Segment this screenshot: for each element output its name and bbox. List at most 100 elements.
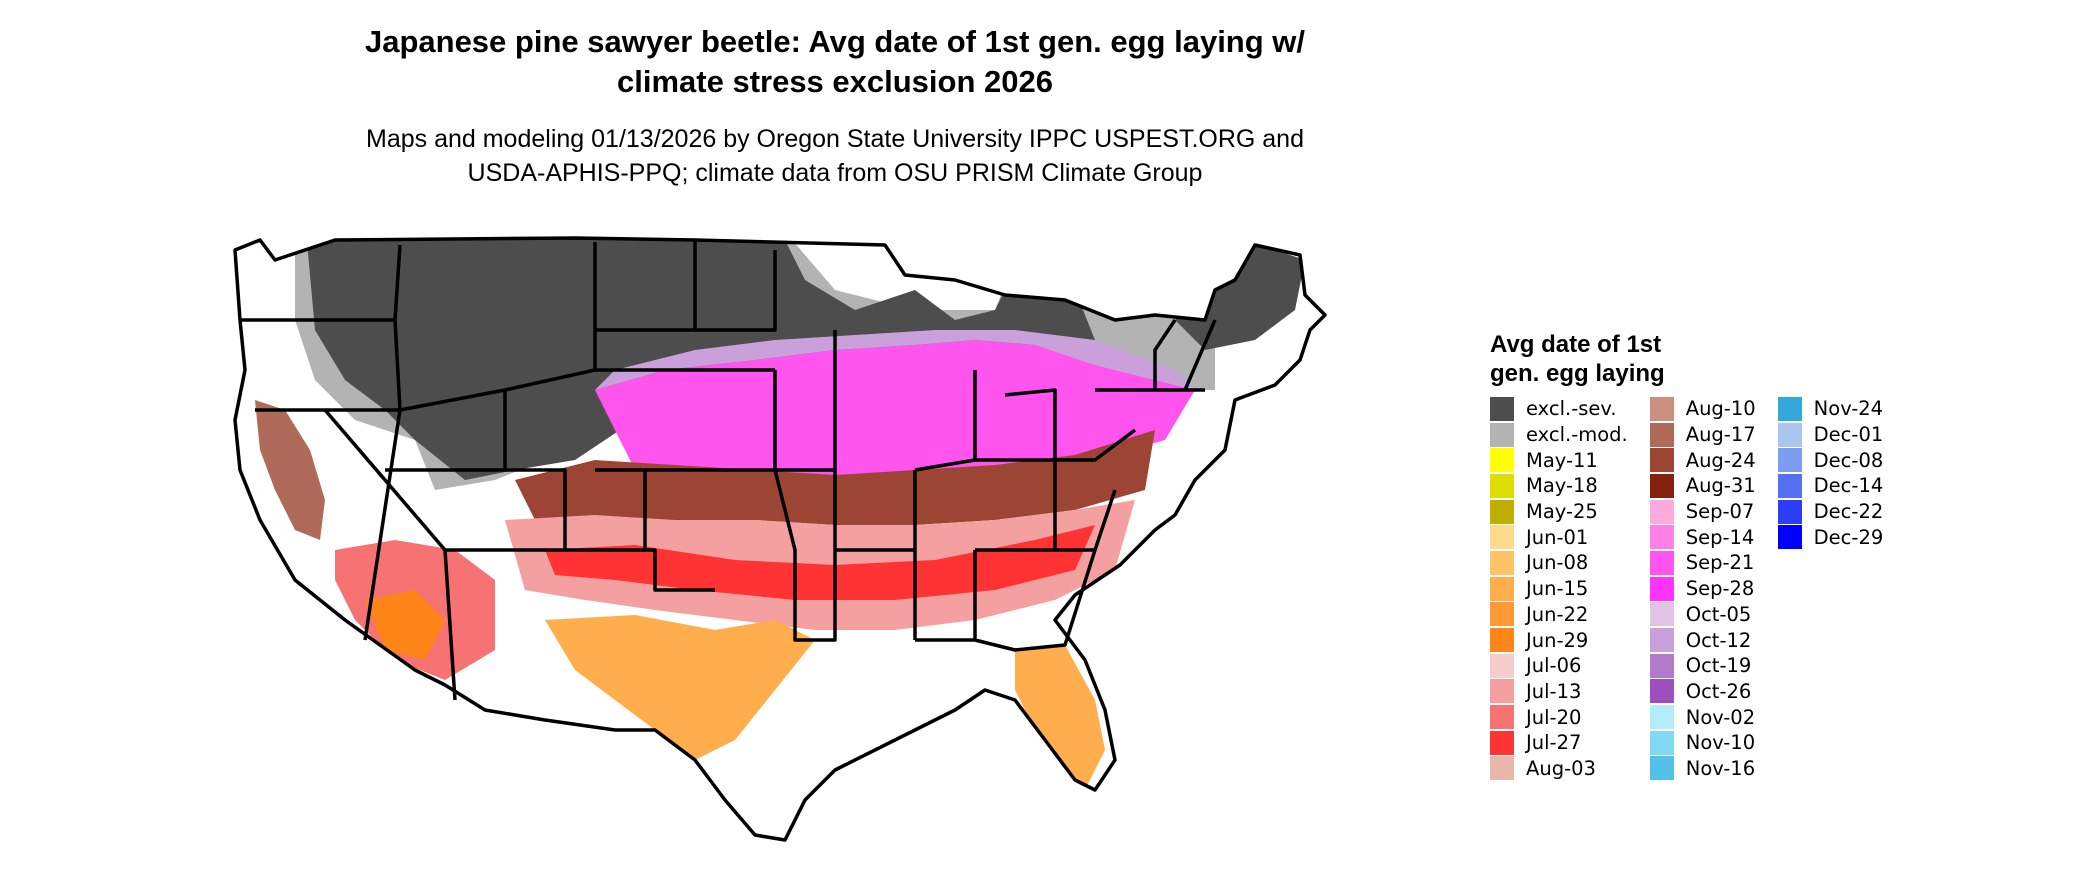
legend-swatch bbox=[1490, 679, 1514, 704]
legend-item: Oct-26 bbox=[1649, 679, 1756, 705]
legend-item: May-11 bbox=[1490, 447, 1628, 473]
legend-label: Aug-24 bbox=[1685, 448, 1756, 472]
legend: Avg date of 1st gen. egg laying excl.-se… bbox=[1490, 330, 2090, 781]
legend-label: Jul-13 bbox=[1526, 679, 1582, 703]
legend-label: May-11 bbox=[1526, 448, 1598, 472]
legend-swatch bbox=[1649, 525, 1674, 550]
legend-swatch bbox=[1649, 756, 1674, 781]
legend-label: Nov-24 bbox=[1813, 397, 1884, 421]
legend-title: Avg date of 1st gen. egg laying bbox=[1490, 330, 2090, 388]
legend-item: Sep-07 bbox=[1649, 499, 1756, 525]
legend-swatch bbox=[1649, 679, 1674, 704]
legend-label: Sep-07 bbox=[1685, 500, 1755, 524]
state-boundaries bbox=[233, 236, 1327, 842]
legend-label: excl.-sev. bbox=[1526, 397, 1617, 421]
legend-item: Dec-22 bbox=[1777, 499, 1883, 525]
legend-label: Sep-21 bbox=[1685, 551, 1755, 575]
legend-item: Nov-10 bbox=[1649, 730, 1756, 756]
legend-label: Jun-22 bbox=[1526, 602, 1589, 626]
legend-label: Aug-03 bbox=[1526, 756, 1596, 780]
legend-swatch bbox=[1777, 525, 1802, 550]
july-core-band bbox=[545, 525, 1095, 600]
legend-swatch bbox=[1490, 756, 1514, 781]
legend-swatch bbox=[1649, 705, 1674, 730]
legend-item: Nov-24 bbox=[1777, 396, 1884, 422]
legend-item: Jul-27 bbox=[1490, 730, 1628, 756]
legend-item: May-18 bbox=[1490, 473, 1628, 499]
legend-item: Sep-14 bbox=[1649, 524, 1756, 550]
legend-swatch bbox=[1490, 448, 1514, 473]
legend-item: Jun-15 bbox=[1490, 576, 1628, 602]
legend-item: Dec-14 bbox=[1777, 473, 1884, 499]
gulf-coast-early-band bbox=[545, 615, 815, 760]
legend-item: excl.-sev. bbox=[1490, 396, 1628, 422]
legend-item: Jun-29 bbox=[1490, 627, 1628, 653]
legend-item: Dec-29 bbox=[1777, 524, 1883, 550]
legend-label: Nov-10 bbox=[1685, 731, 1756, 755]
legend-label: Dec-08 bbox=[1813, 448, 1884, 472]
legend-item: Oct-05 bbox=[1649, 602, 1756, 628]
legend-swatch bbox=[1649, 628, 1674, 653]
arizona-early-region bbox=[365, 590, 445, 660]
legend-label: Aug-31 bbox=[1685, 474, 1756, 498]
legend-label: Jun-01 bbox=[1526, 525, 1589, 549]
legend-title-line1: Avg date of 1st bbox=[1490, 331, 1662, 358]
legend-item: Aug-31 bbox=[1649, 473, 1756, 499]
legend-column: Nov-24 Dec-01 Dec-08 Dec-14 Dec-22 Dec-29 bbox=[1777, 396, 1884, 781]
legend-item: Nov-16 bbox=[1649, 756, 1756, 782]
map-subtitle: Maps and modeling 01/13/2026 by Oregon S… bbox=[240, 122, 1430, 190]
legend-swatch bbox=[1490, 628, 1514, 653]
exclusion-severe-northeast bbox=[1175, 240, 1305, 350]
legend-swatch bbox=[1649, 499, 1674, 524]
legend-item: Aug-03 bbox=[1490, 756, 1628, 782]
legend-label: Nov-16 bbox=[1685, 756, 1756, 780]
legend-swatch bbox=[1777, 448, 1802, 473]
legend-label: Sep-14 bbox=[1685, 525, 1755, 549]
map-subtitle-line1: Maps and modeling 01/13/2026 by Oregon S… bbox=[366, 125, 1304, 153]
legend-swatch bbox=[1777, 396, 1802, 421]
legend-item: Sep-21 bbox=[1649, 550, 1756, 576]
legend-label: May-18 bbox=[1526, 474, 1598, 498]
legend-swatch bbox=[1649, 602, 1674, 627]
legend-label: Jul-27 bbox=[1526, 731, 1582, 755]
legend-swatch bbox=[1649, 448, 1674, 473]
legend-item: Dec-08 bbox=[1777, 447, 1884, 473]
legend-item: Nov-02 bbox=[1649, 704, 1756, 730]
fall-emergence-band bbox=[595, 340, 1195, 480]
legend-label: Aug-10 bbox=[1685, 397, 1756, 421]
legend-item: Sep-28 bbox=[1649, 576, 1756, 602]
legend-label: Dec-14 bbox=[1813, 474, 1884, 498]
map-subtitle-line2: USDA-APHIS-PPQ; climate data from OSU PR… bbox=[467, 159, 1203, 187]
map-title-line2: climate stress exclusion 2026 bbox=[617, 64, 1053, 99]
legend-column: Aug-10 Aug-17 Aug-24 Aug-31 Sep-07 Sep-14 Sep-… bbox=[1649, 396, 1756, 782]
legend-label: Jun-29 bbox=[1526, 628, 1589, 652]
legend-label: Jul-06 bbox=[1526, 654, 1582, 678]
california-valley-region bbox=[255, 400, 325, 540]
legend-swatch bbox=[1777, 473, 1802, 498]
legend-item: Jul-13 bbox=[1490, 679, 1628, 705]
legend-item: Jul-20 bbox=[1490, 704, 1628, 730]
legend-swatch bbox=[1490, 730, 1514, 755]
legend-label: Jun-08 bbox=[1526, 551, 1589, 575]
legend-label: Oct-05 bbox=[1685, 602, 1752, 626]
legend-label: Oct-12 bbox=[1685, 628, 1752, 652]
legend-swatch bbox=[1649, 653, 1674, 678]
legend-label: Aug-17 bbox=[1685, 423, 1756, 447]
legend-title-line2: gen. egg laying bbox=[1490, 360, 1665, 387]
legend-label: Sep-28 bbox=[1685, 577, 1755, 601]
legend-swatch bbox=[1490, 473, 1514, 498]
legend-item: Jun-22 bbox=[1490, 602, 1628, 628]
legend-item: Oct-19 bbox=[1649, 653, 1756, 679]
map-title: Japanese pine sawyer beetle: Avg date of… bbox=[240, 22, 1430, 102]
legend-label: Nov-02 bbox=[1685, 705, 1756, 729]
legend-swatch bbox=[1490, 550, 1514, 575]
legend-swatch bbox=[1490, 396, 1514, 421]
legend-item: Oct-12 bbox=[1649, 627, 1756, 653]
legend-item: Jul-06 bbox=[1490, 653, 1628, 679]
legend-swatch bbox=[1777, 499, 1802, 524]
us-map bbox=[233, 236, 1327, 842]
state-border-lines bbox=[240, 240, 1217, 701]
legend-swatch bbox=[1649, 730, 1674, 755]
legend-item: excl.-mod. bbox=[1490, 422, 1628, 448]
legend-item: Dec-01 bbox=[1777, 422, 1883, 448]
